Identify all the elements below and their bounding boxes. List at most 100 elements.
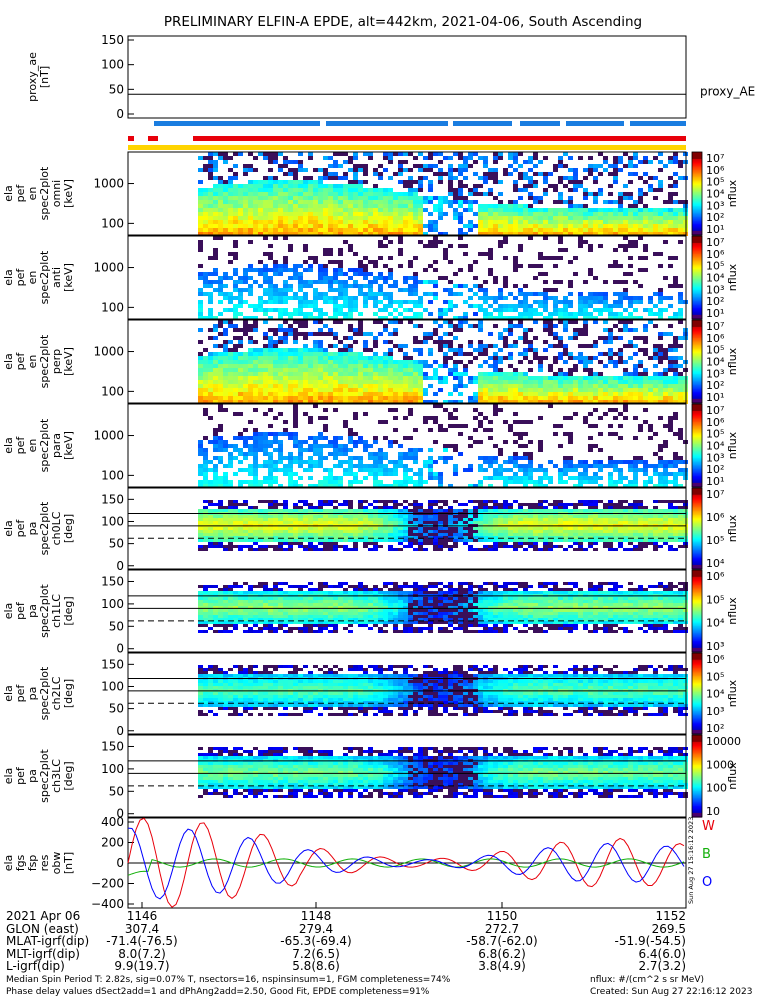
panel-en3-cell (368, 472, 373, 476)
panel-pa0-cell (263, 533, 268, 536)
panel-en0-cell (528, 168, 533, 172)
panel-en2-cell (458, 328, 463, 332)
panel-en1-cell (493, 280, 498, 284)
panel-en0-cell (348, 228, 353, 232)
panel-en1-cell (323, 300, 328, 304)
panel-en0-cell (313, 180, 318, 184)
panel-en1-cell (333, 308, 338, 312)
panel-en2-cell (658, 392, 663, 396)
panel-en0-cell (583, 208, 588, 212)
panel-en1-cbar-label: nflux (726, 263, 739, 291)
panel-en2-cell (318, 376, 323, 380)
panel-en2-cell (418, 368, 423, 372)
panel-en2-cell (643, 368, 648, 372)
panel-en1-cell (578, 292, 583, 296)
panel-en1-cell (543, 280, 548, 284)
panel-en3-cell (273, 448, 278, 452)
panel-en0-cell (623, 228, 628, 232)
panel-en3-cell (233, 436, 238, 440)
panel-en3-cell (503, 440, 508, 444)
panel-en1-cell (428, 280, 433, 284)
panel-en2-cell (253, 320, 258, 324)
panel-en2-cell (613, 380, 618, 384)
panel-en1-cell (403, 300, 408, 304)
panel-en3-cell (483, 428, 488, 432)
panel-en2-cell (453, 384, 458, 388)
panel-en1-cell (443, 312, 448, 316)
panel-en3-cell (493, 468, 498, 472)
panel-en2-cell (273, 344, 278, 348)
panel-en0-cell (418, 164, 423, 168)
panel-en0-cell (418, 152, 423, 156)
panel-en0-cell (238, 192, 243, 196)
panel-en2-cell (333, 396, 338, 400)
panel-en3-cell (518, 420, 523, 424)
panel-en0-cell (678, 160, 683, 164)
panel-en0-cell (463, 160, 468, 164)
panel-en0-cell (288, 228, 293, 232)
panel-en3-cell (288, 464, 293, 468)
panel-en2-cell (263, 364, 268, 368)
panel-en3-cell (618, 480, 623, 484)
panel-en1-cell (238, 288, 243, 292)
panel-en1-cell (278, 264, 283, 268)
panel-en0-cell (553, 164, 558, 168)
status-bar-blue (566, 121, 624, 126)
panel-pa0-cell (203, 527, 208, 530)
panel-en0-cell (373, 212, 378, 216)
panel-en3-cell (668, 424, 673, 428)
panel-en0-cell (528, 228, 533, 232)
panel-en0-cell (618, 168, 623, 172)
panel-en0-cell (648, 176, 653, 180)
panel-en0-cell (553, 228, 558, 232)
panel-en0-cell (473, 188, 478, 192)
panel-en0-cell (638, 200, 643, 204)
panel-en2-cell (493, 344, 498, 348)
panel-en1-cell (413, 304, 418, 308)
panel-en1-cell (568, 260, 573, 264)
panel-en1-cell (343, 296, 348, 300)
panel-en0-cell (278, 152, 283, 156)
panel-en2-cell (628, 328, 633, 332)
panel-en2-cell (243, 328, 248, 332)
panel-en0-cell (623, 220, 628, 224)
panel-en2-cell (363, 332, 368, 336)
panel-en2-cell (208, 356, 213, 360)
panel-en2-cell (618, 320, 623, 324)
panel-en1-cell (528, 264, 533, 268)
panel-en1-cell (413, 292, 418, 296)
panel-en0-cell (268, 188, 273, 192)
panel-en1-cell (618, 264, 623, 268)
panel-en3-cell (353, 476, 358, 480)
panel-en2-cell (488, 344, 493, 348)
panel-en3-cell (643, 408, 648, 412)
panel-en0-cell (233, 152, 238, 156)
panel-en2-cell (573, 384, 578, 388)
panel-en2-cell (318, 392, 323, 396)
panel-en3-cell (268, 480, 273, 484)
panel-en2-cell (288, 324, 293, 328)
panel-en3-cell (308, 468, 313, 472)
panel-en0-cell (428, 164, 433, 168)
panel-en0-cell (318, 216, 323, 220)
panel-en3-cell (528, 480, 533, 484)
panel-pa0-cell (258, 518, 263, 521)
panel-en0-cell (608, 172, 613, 176)
panel-en0-cell (278, 188, 283, 192)
panel-en0-cell (338, 204, 343, 208)
panel-en3-cell (408, 476, 413, 480)
panel-en2-cell (328, 360, 333, 364)
panel-en2-cell (473, 380, 478, 384)
panel-en2-cell (573, 332, 578, 336)
panel-en1-cell (508, 304, 513, 308)
panel-en0-cell (388, 212, 393, 216)
panel-en0-cell (298, 180, 303, 184)
panel-en0-cell (308, 188, 313, 192)
panel-en3-cell (323, 444, 328, 448)
panel-en1-cell (243, 268, 248, 272)
panel-en2-cell (468, 344, 473, 348)
panel-en1-cell (483, 296, 488, 300)
panel-en2-cell (503, 396, 508, 400)
panel-en0-cell (668, 200, 673, 204)
panel-en0-cell (203, 192, 208, 196)
